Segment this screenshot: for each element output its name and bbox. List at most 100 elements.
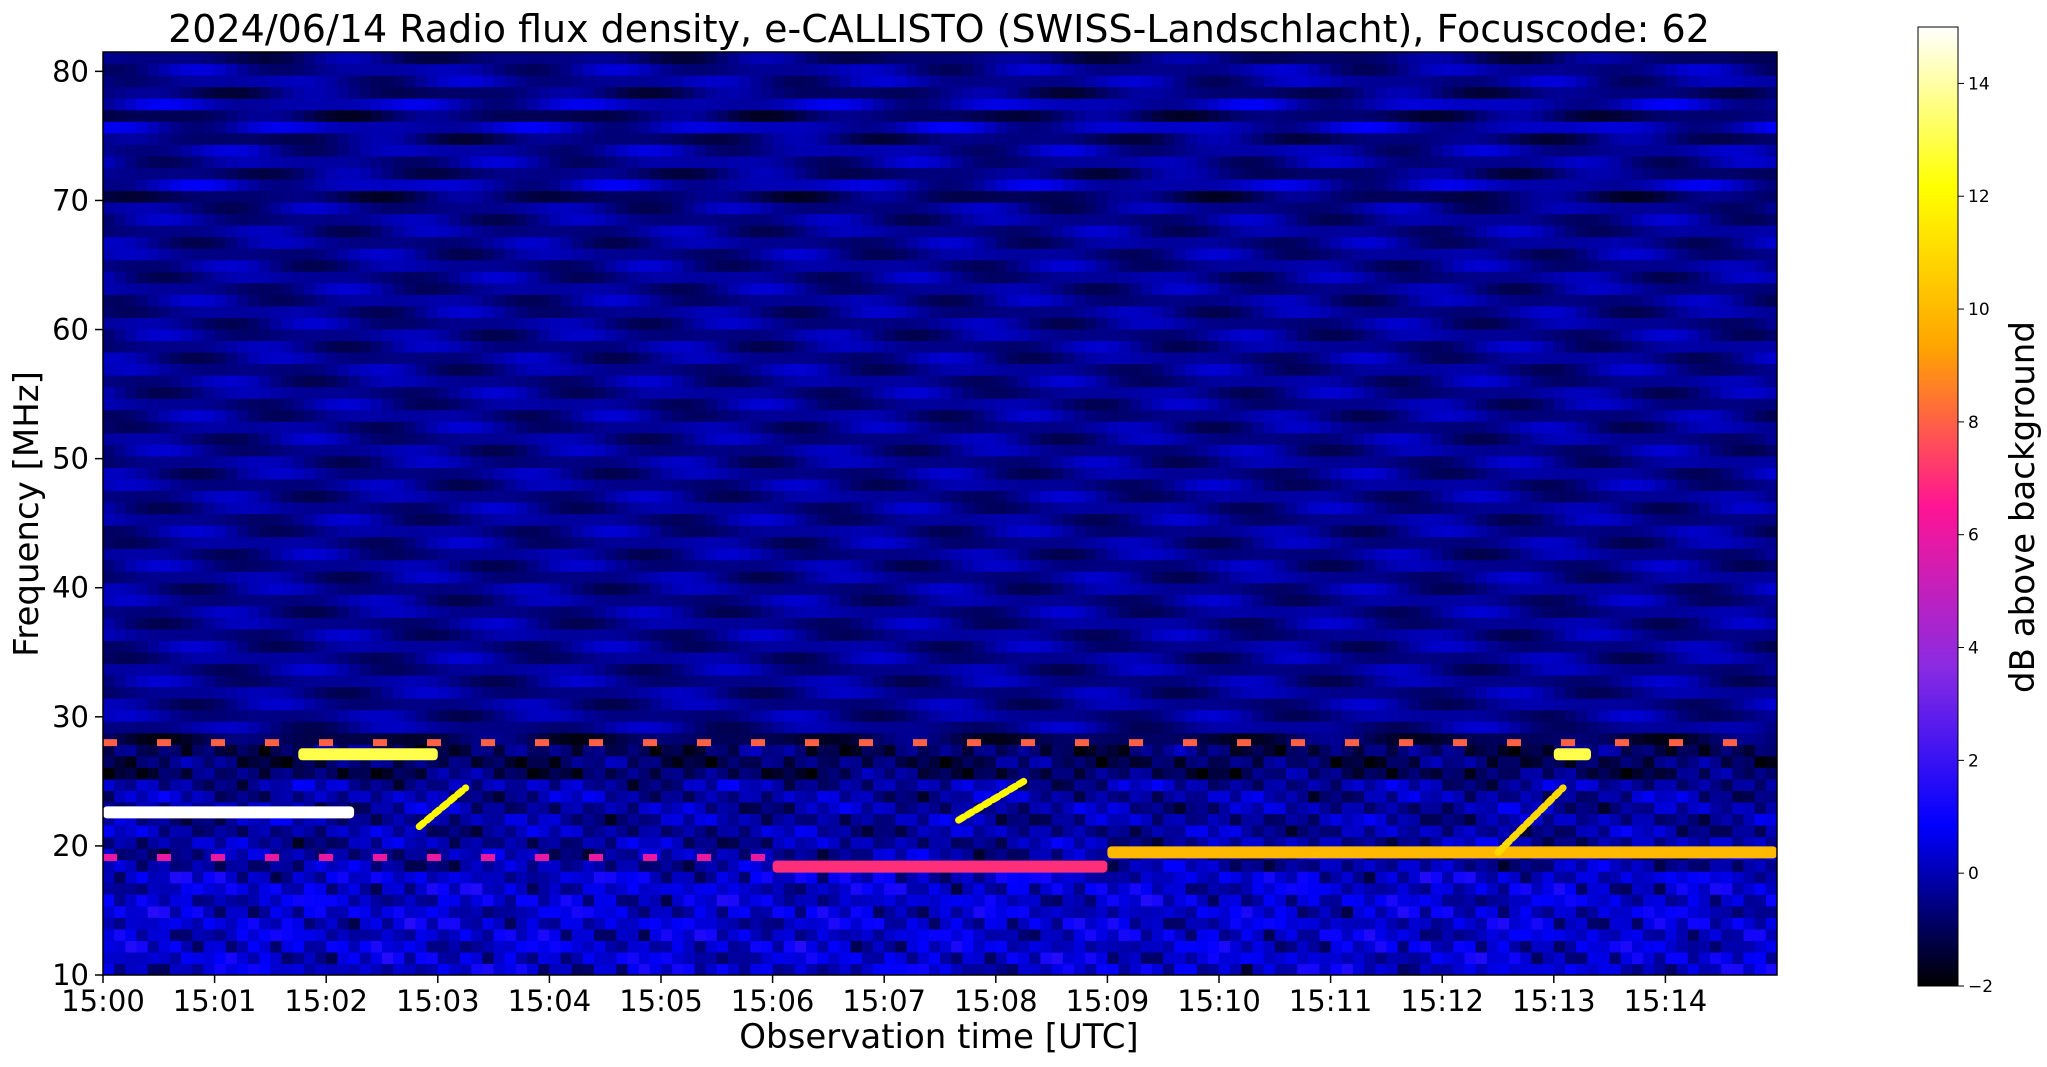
heatmap-cell <box>683 767 696 780</box>
heatmap-cell <box>705 167 718 180</box>
heatmap-cell <box>136 455 149 468</box>
heatmap-cell <box>248 605 260 618</box>
heatmap-cell <box>482 755 495 768</box>
heatmap-cell <box>203 871 216 884</box>
heatmap-cell <box>716 813 729 826</box>
heatmap-cell <box>292 582 305 595</box>
heatmap-cell <box>437 951 450 965</box>
heatmap-cell <box>594 663 606 676</box>
heatmap-cell <box>549 190 562 203</box>
heatmap-cell <box>739 686 751 699</box>
heatmap-cell <box>649 351 662 365</box>
heatmap-cell <box>259 155 271 168</box>
heatmap-cell <box>326 317 338 330</box>
heatmap-cell <box>370 86 383 99</box>
heatmap-cell <box>761 455 774 468</box>
heatmap-cell <box>683 478 696 492</box>
heatmap-cell <box>661 571 673 584</box>
heatmap-cell <box>493 905 506 918</box>
heatmap-cell <box>303 444 316 457</box>
heatmap-cell <box>460 409 472 422</box>
heatmap-cell <box>136 767 149 780</box>
heatmap-cell <box>125 86 138 99</box>
heatmap-cell <box>783 409 796 422</box>
heatmap-cell <box>616 305 629 318</box>
heatmap-cell <box>582 525 595 538</box>
heatmap-cell <box>214 328 227 342</box>
heatmap-cell <box>560 225 573 238</box>
heatmap-cell <box>248 951 260 965</box>
heatmap-cell <box>292 63 305 76</box>
heatmap-cell <box>727 421 740 434</box>
heatmap-cell <box>493 282 506 295</box>
heatmap-cell <box>750 767 763 780</box>
heatmap-cell <box>694 513 707 526</box>
heatmap-cell <box>605 478 617 492</box>
heatmap-cell <box>739 490 751 503</box>
heatmap-cell <box>214 271 227 284</box>
heatmap-cell <box>594 109 606 122</box>
heatmap-cell <box>493 121 506 134</box>
heatmap-cell <box>504 963 517 975</box>
heatmap-cell <box>538 455 550 468</box>
heatmap-cell <box>672 467 684 480</box>
heatmap-cell <box>794 836 807 849</box>
heatmap-cell <box>303 294 316 307</box>
heatmap-cell <box>415 698 428 711</box>
heatmap-cell <box>515 698 528 711</box>
heatmap-cell <box>426 513 439 526</box>
heatmap-cell <box>103 282 115 295</box>
heatmap-cell <box>259 409 271 422</box>
heatmap-cell <box>225 248 238 261</box>
heatmap-cell <box>192 455 205 468</box>
heatmap-cell <box>169 444 182 457</box>
heatmap-cell <box>783 63 796 76</box>
heatmap-cell <box>571 455 584 468</box>
heatmap-cell <box>683 455 696 468</box>
heatmap-cell <box>460 536 472 549</box>
heatmap-cell <box>415 305 428 318</box>
heatmap-cell <box>426 721 439 734</box>
heatmap-cell <box>627 801 640 815</box>
heatmap-cell <box>638 248 651 261</box>
heatmap-cell <box>415 375 428 388</box>
heatmap-cell <box>136 628 149 642</box>
heatmap-cell <box>448 340 461 353</box>
heatmap-cell <box>605 340 617 353</box>
heatmap-cell <box>259 363 271 376</box>
heatmap-cell <box>169 294 182 307</box>
heatmap-cell <box>359 721 372 734</box>
heatmap-cell <box>705 628 718 642</box>
heatmap-cell <box>549 121 562 134</box>
heatmap-cell <box>292 617 305 630</box>
heatmap-cell <box>181 478 193 492</box>
heatmap-cell <box>382 421 394 434</box>
heatmap-cell <box>248 905 260 918</box>
heatmap-cell <box>538 882 550 895</box>
heatmap-cell <box>783 201 796 215</box>
heatmap-cell <box>649 271 662 284</box>
heatmap-cell <box>661 455 673 468</box>
heatmap-cell <box>504 790 517 803</box>
heatmap-cell <box>359 444 372 457</box>
heatmap-cell <box>259 386 271 399</box>
heatmap-cell <box>437 398 450 411</box>
heatmap-cell <box>426 305 439 318</box>
heatmap-cell <box>493 63 506 76</box>
heatmap-cell <box>370 963 383 975</box>
heatmap-cell <box>326 813 338 826</box>
heatmap-cell <box>393 605 405 618</box>
heatmap-cell <box>181 282 193 295</box>
heatmap-cell <box>594 709 606 722</box>
heatmap-cell <box>236 213 249 226</box>
heatmap-cell <box>415 617 428 630</box>
heatmap-cell <box>672 317 684 330</box>
heatmap-cell <box>460 213 472 226</box>
heatmap-cell <box>426 351 439 365</box>
heatmap-cell <box>181 709 193 722</box>
heatmap-cell <box>460 121 472 134</box>
heatmap-cell <box>147 340 160 353</box>
heatmap-cell <box>382 236 394 249</box>
heatmap-cell <box>315 859 327 872</box>
heatmap-cell <box>181 236 193 249</box>
